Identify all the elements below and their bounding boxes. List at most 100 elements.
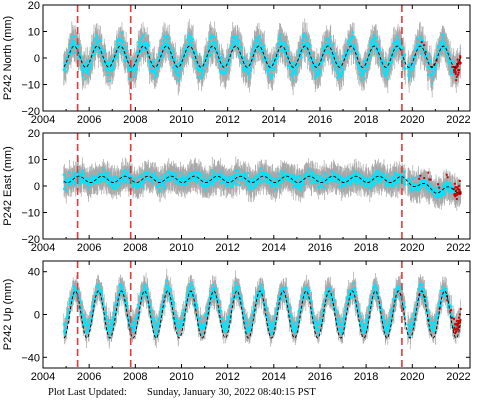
data-point — [128, 67, 131, 70]
data-point — [436, 56, 439, 59]
data-point — [456, 73, 459, 76]
data-point — [69, 48, 72, 51]
data-point — [99, 39, 102, 42]
data-point — [435, 63, 438, 66]
data-point — [137, 50, 140, 53]
data-point — [161, 182, 164, 185]
data-point — [441, 43, 444, 46]
data-point — [457, 71, 460, 74]
data-point — [437, 48, 440, 51]
data-point — [394, 45, 397, 48]
data-point — [96, 47, 99, 50]
data-point — [293, 62, 296, 65]
data-point — [454, 73, 457, 76]
data-point — [183, 50, 186, 53]
data-point — [226, 182, 229, 185]
data-point — [233, 176, 236, 179]
data-point — [211, 176, 214, 179]
data-point — [146, 48, 149, 51]
data-point — [86, 71, 89, 74]
data-point — [86, 178, 89, 181]
data-point — [235, 183, 238, 186]
data-point — [238, 39, 241, 42]
data-point — [266, 57, 269, 60]
data-point — [449, 73, 452, 76]
data-point — [278, 41, 281, 44]
data-point — [135, 63, 138, 66]
data-point — [190, 35, 193, 38]
data-point — [451, 71, 454, 74]
data-point — [215, 179, 218, 182]
data-point — [282, 50, 285, 53]
data-point — [228, 60, 231, 63]
data-point — [413, 60, 416, 63]
data-point — [145, 174, 148, 177]
data-point — [118, 44, 121, 47]
data-point — [274, 59, 277, 62]
data-point — [446, 55, 449, 58]
data-point — [252, 50, 255, 53]
data-point — [100, 48, 103, 51]
data-point — [68, 183, 71, 186]
data-point — [312, 58, 315, 61]
data-point — [92, 179, 95, 182]
data-point — [200, 75, 203, 78]
data-point — [315, 62, 318, 65]
data-point — [177, 79, 180, 82]
data-point — [132, 67, 135, 70]
data-point — [135, 51, 138, 54]
data-point — [243, 67, 246, 70]
data-point — [409, 74, 412, 77]
data-point — [87, 186, 90, 189]
data-point — [426, 61, 429, 64]
data-point — [316, 70, 319, 73]
data-point — [126, 172, 129, 175]
data-point — [341, 67, 344, 70]
data-point — [154, 71, 157, 74]
data-point — [123, 60, 126, 63]
data-point — [171, 66, 174, 69]
data-point — [292, 69, 295, 72]
data-point — [114, 48, 117, 51]
data-point — [260, 51, 263, 54]
data-point — [219, 72, 222, 75]
data-point — [209, 182, 212, 185]
data-point — [126, 175, 129, 178]
data-point — [152, 177, 155, 180]
data-point — [119, 179, 122, 182]
data-point — [112, 66, 115, 69]
data-point — [95, 33, 98, 36]
data-point — [218, 63, 221, 66]
data-point — [339, 60, 342, 63]
data-point — [435, 55, 438, 58]
data-point — [284, 52, 287, 55]
data-point — [240, 52, 243, 55]
data-point — [263, 50, 266, 53]
data-point — [203, 59, 206, 62]
data-point — [110, 182, 113, 185]
data-point — [162, 182, 165, 185]
data-point — [438, 52, 441, 55]
data-point — [181, 182, 184, 185]
data-point — [134, 72, 137, 75]
data-point — [218, 56, 221, 59]
data-point — [173, 63, 176, 66]
data-point — [104, 57, 107, 60]
data-point — [132, 184, 135, 187]
data-point — [104, 176, 107, 179]
data-point — [78, 50, 81, 53]
data-point — [111, 186, 114, 189]
data-point — [291, 70, 294, 73]
data-point — [211, 35, 214, 38]
data-point — [306, 52, 309, 55]
data-point — [194, 179, 197, 182]
data-point — [336, 63, 339, 66]
data-point — [130, 74, 133, 77]
data-point — [131, 180, 134, 183]
data-point — [112, 179, 115, 182]
data-point — [82, 70, 85, 73]
data-point — [143, 42, 146, 45]
data-point — [142, 47, 145, 50]
data-point — [356, 53, 359, 56]
data-point — [250, 58, 253, 61]
